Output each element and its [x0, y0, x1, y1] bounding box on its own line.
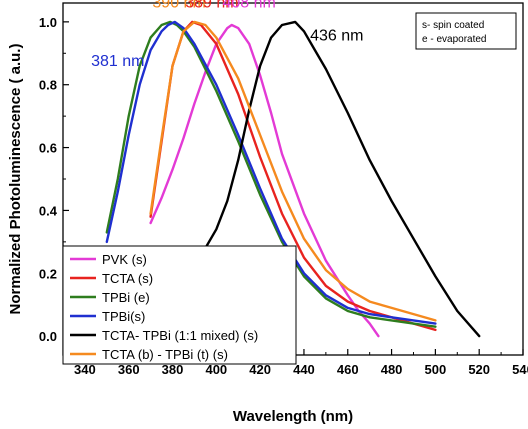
y-tick-label: 0.4: [39, 203, 58, 218]
y-tick-label: 0.6: [39, 141, 57, 156]
legend-label: TPBi (e): [102, 290, 150, 305]
series-line: [149, 20, 437, 322]
legend-items: PVK (s) TCTA (s) TPBi (e) TPBi(s) TCTA- TPBi…: [70, 252, 258, 362]
peak-label: 389 nm: [185, 0, 238, 12]
series-lines: [105, 20, 481, 338]
y-axis-title: Normalized Photoluminescence ( a.u.): [7, 44, 24, 315]
y-tick-label: 0.2: [39, 266, 57, 281]
legend-label: TCTA (s): [102, 271, 153, 286]
x-axis-title: Wavelength (nm): [233, 408, 353, 425]
x-tick-label: 520: [468, 362, 490, 377]
series-line: [105, 20, 437, 325]
legend-label: PVK (s): [102, 252, 147, 267]
x-tick-label: 480: [381, 362, 403, 377]
legend-label: TCTA- TPBi (1:1 mixed) (s): [102, 328, 258, 343]
x-tick-label: 540: [512, 362, 528, 377]
x-tick-label: 380: [162, 362, 184, 377]
y-axis-ticks: 0.0 0.2 0.4 0.6 0.8 1.0: [39, 15, 69, 344]
y-tick-label: 0.8: [39, 78, 57, 93]
y-tick-label: 0.0: [39, 329, 57, 344]
x-tick-label: 420: [249, 362, 271, 377]
x-tick-label: 400: [205, 362, 227, 377]
legend-label: TPBi(s): [102, 309, 145, 324]
note-box: s- spin coated e - evaporated: [415, 12, 517, 50]
y-tick-label: 1.0: [39, 15, 57, 30]
series-line: [149, 20, 481, 338]
x-axis-ticks: 340 360 380 400 420 440 460 480 500 520 540: [62, 349, 528, 377]
peak-label: 381 nm: [91, 53, 144, 70]
legend-frame: [62, 245, 297, 365]
note-box-frame: [415, 12, 517, 50]
peak-label: 436 nm: [310, 28, 363, 45]
legend: PVK (s) TCTA (s) TPBi (e) TPBi(s) TCTA- TPBi…: [62, 245, 297, 365]
x-tick-label: 500: [425, 362, 447, 377]
note-line-2: e - evaporated: [422, 34, 487, 45]
x-tick-label: 340: [74, 362, 96, 377]
x-tick-label: 360: [118, 362, 140, 377]
series-line: [105, 20, 437, 328]
x-tick-label: 460: [337, 362, 359, 377]
peak-label: 390 nm: [152, 0, 205, 12]
peak-label: 408 nm: [223, 0, 276, 12]
x-tick-label: 440: [293, 362, 315, 377]
legend-label: TCTA (b) - TPBi (t) (s): [102, 347, 228, 362]
series-line: [149, 23, 380, 338]
note-line-1: s- spin coated: [422, 20, 484, 31]
